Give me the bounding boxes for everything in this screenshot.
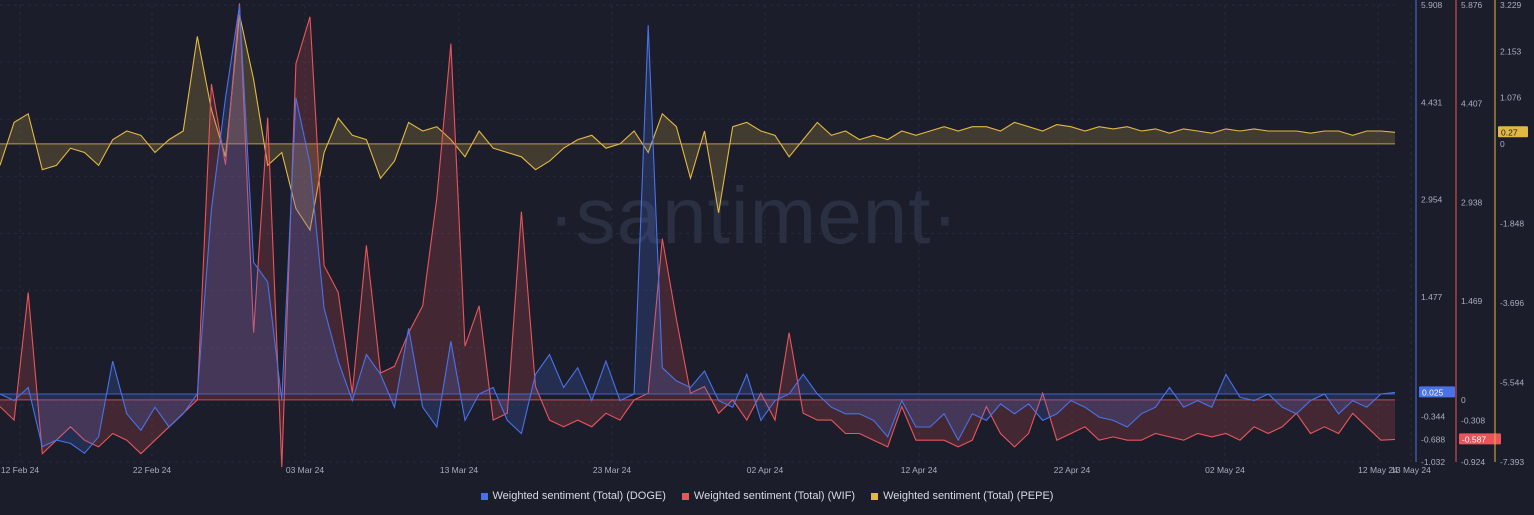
x-tick-label: 22 Apr 24: [1054, 465, 1091, 475]
legend: Weighted sentiment (Total) (DOGE) Weighte…: [0, 490, 1534, 502]
legend-swatch: [871, 492, 879, 500]
y-tick-label-mid: 5.876: [1461, 0, 1483, 10]
y-tick-label-mid: 0: [1461, 395, 1466, 405]
y-tick-label-left: 1.477: [1421, 292, 1443, 302]
series-line-mid: [0, 3, 1396, 468]
y-tick-label-mid: -0.308: [1461, 416, 1485, 426]
y-tick-label-right: -7.393: [1500, 457, 1524, 467]
y-tick-label-mid: -0.924: [1461, 457, 1485, 467]
x-tick-label: 12 Feb 24: [1, 465, 40, 475]
y-tick-label-right: -3.696: [1500, 298, 1524, 308]
x-tick-label: 13 Mar 24: [440, 465, 479, 475]
x-tick-label: 22 Feb 24: [133, 465, 172, 475]
x-tick-label: 23 Mar 24: [593, 465, 632, 475]
series-areas: [0, 3, 1396, 468]
y-tick-label-right: 0: [1500, 139, 1505, 149]
y-tick-label-left: -1.032: [1421, 457, 1445, 467]
legend-label: Weighted sentiment (Total) (DOGE): [492, 490, 666, 502]
y-tick-label-right: -1.848: [1500, 218, 1524, 228]
legend-swatch: [681, 492, 689, 500]
current-value-label-mid: -0.587: [1462, 434, 1486, 444]
x-tick-label: 13 May 24: [1391, 465, 1431, 475]
current-value-label-left: 0.025: [1422, 387, 1444, 397]
y-tick-label-right: -5.544: [1500, 377, 1524, 387]
series-area-mid: [0, 3, 1395, 468]
sentiment-chart: 5.908 4.431 2.954 1.477 0.025 -0.344 -0.688 -1.…: [0, 0, 1528, 475]
x-tick-label: 03 Mar 24: [286, 465, 325, 475]
y-tick-label-right: 3.229: [1500, 0, 1522, 10]
current-value-label-right: 0.27: [1501, 127, 1518, 137]
y-tick-label-mid: 2.938: [1461, 197, 1483, 207]
current-value-badge-left: [1419, 386, 1455, 398]
y-tick-label-mid: 1.469: [1461, 296, 1483, 306]
y-tick-label-right: 2.153: [1500, 46, 1522, 56]
series-line-left: [0, 5, 1396, 455]
y-tick-label-left: -0.344: [1421, 412, 1445, 422]
y-tick-label-left: 5.908: [1421, 0, 1443, 10]
y-tick-label-left: 4.431: [1421, 97, 1443, 107]
x-tick-label: 12 May 24: [1358, 465, 1398, 475]
current-value-badge-mid: [1459, 433, 1501, 445]
y-tick-label-left: 2.954: [1421, 195, 1443, 205]
x-tick-label: 02 Apr 24: [747, 465, 784, 475]
legend-label: Weighted sentiment (Total) (PEPE): [883, 490, 1054, 502]
legend-item[interactable]: Weighted sentiment (Total) (WIF): [681, 490, 856, 502]
x-tick-label: 02 May 24: [1205, 465, 1245, 475]
legend-item[interactable]: Weighted sentiment (Total) (DOGE): [480, 490, 666, 502]
y-tick-label-mid: 4.407: [1461, 99, 1483, 109]
legend-label: Weighted sentiment (Total) (WIF): [693, 490, 856, 502]
legend-item[interactable]: Weighted sentiment (Total) (PEPE): [871, 490, 1053, 502]
legend-swatch: [480, 492, 488, 500]
current-value-badge-right: [1498, 126, 1528, 138]
y-tick-label-right: 1.076: [1500, 93, 1522, 103]
axes-group: 5.908 4.431 2.954 1.477 0.025 -0.344 -0.688 -1.…: [1, 0, 1528, 475]
y-tick-label-left: -0.688: [1421, 434, 1445, 444]
santiment-watermark: ·santiment·: [548, 171, 960, 260]
x-tick-label: 12 Apr 24: [901, 465, 938, 475]
series-area-left: [0, 5, 1395, 454]
